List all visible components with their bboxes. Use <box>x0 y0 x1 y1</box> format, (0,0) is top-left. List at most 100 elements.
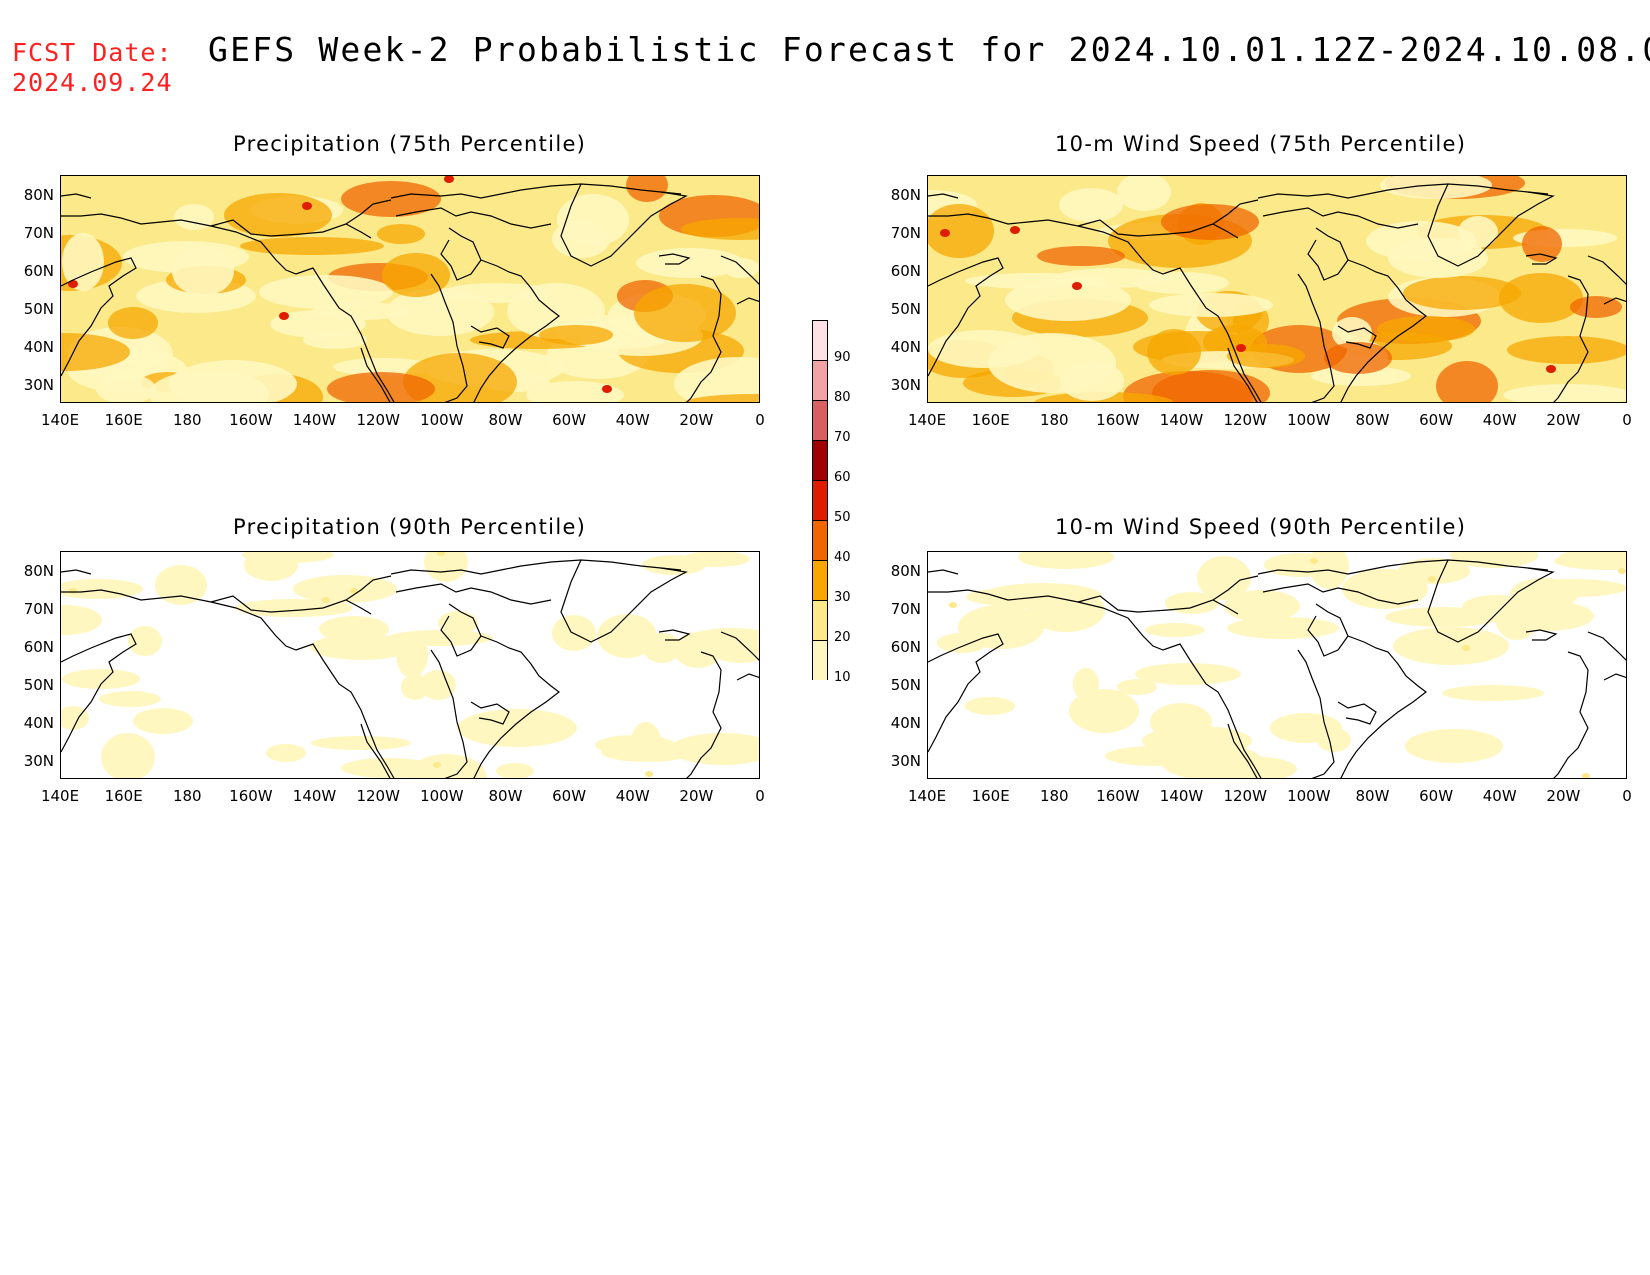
colorbar-label: 10 <box>834 670 851 685</box>
map-precip-75 <box>60 175 760 403</box>
lon-label: 40W <box>615 411 650 429</box>
lat-label: 40N <box>23 714 54 732</box>
colorbar-label: 70 <box>834 430 851 445</box>
lon-label: 160E <box>104 411 143 429</box>
lon-label: 160W <box>1096 411 1140 429</box>
lon-label: 160E <box>971 787 1010 805</box>
colorbar-swatch <box>812 320 828 360</box>
lon-label: 180 <box>172 787 202 805</box>
lat-label: 30N <box>23 376 54 394</box>
lon-label: 80W <box>1355 411 1390 429</box>
lon-label: 20W <box>1546 411 1581 429</box>
colorbar-label: 60 <box>834 470 851 485</box>
lon-label: 160E <box>971 411 1010 429</box>
lon-label: 160W <box>229 787 273 805</box>
lat-label: 70N <box>890 600 921 618</box>
lon-label: 40W <box>1482 411 1517 429</box>
lat-label: 60N <box>23 638 54 656</box>
coastline <box>61 559 759 778</box>
lat-label: 80N <box>890 186 921 204</box>
lon-label: 40W <box>1482 787 1517 805</box>
lon-label: 180 <box>172 411 202 429</box>
lon-label: 60W <box>552 787 587 805</box>
lon-label: 120W <box>1223 411 1267 429</box>
coastline <box>928 559 1626 778</box>
colorbar-swatch <box>812 640 828 680</box>
lat-label: 40N <box>890 338 921 356</box>
fcst-date: 2024.09.24 <box>12 68 173 97</box>
lon-label: 60W <box>552 411 587 429</box>
lon-label: 60W <box>1419 787 1454 805</box>
colorbar-label: 40 <box>834 550 851 565</box>
lon-label: 0 <box>755 787 765 805</box>
colorbar-label: 80 <box>834 390 851 405</box>
coastline <box>928 183 1626 402</box>
lat-label: 80N <box>890 562 921 580</box>
panel-title-precip-75: Precipitation (75th Percentile) <box>233 132 587 156</box>
lon-label: 160E <box>104 787 143 805</box>
lon-label: 80W <box>488 787 523 805</box>
lon-label: 20W <box>679 411 714 429</box>
colorbar-label: 30 <box>834 590 851 605</box>
lon-label: 140E <box>907 787 947 805</box>
lat-label: 40N <box>890 714 921 732</box>
lon-label: 120W <box>356 411 400 429</box>
lat-label: 50N <box>23 676 54 694</box>
map-wind-75 <box>927 175 1627 403</box>
colorbar-swatch <box>812 480 828 520</box>
lon-label: 80W <box>488 411 523 429</box>
forecast-date-label: FCST Date: 2024.09.24 <box>12 38 173 98</box>
lon-label: 60W <box>1419 411 1454 429</box>
colorbar-label: 20 <box>834 630 851 645</box>
lat-label: 40N <box>23 338 54 356</box>
map-wind-90 <box>927 551 1627 779</box>
lon-label: 120W <box>1223 787 1267 805</box>
lon-label: 0 <box>1622 411 1632 429</box>
colorbar-swatch <box>812 360 828 400</box>
colorbar-legend: 10 20 30 40 50 60 70 80 90 <box>812 270 872 690</box>
lon-label: 160W <box>1096 787 1140 805</box>
lat-label: 80N <box>23 562 54 580</box>
lat-label: 60N <box>23 262 54 280</box>
colorbar-swatch <box>812 400 828 440</box>
map-plot <box>61 552 759 778</box>
lat-label: 50N <box>23 300 54 318</box>
lon-label: 140E <box>907 411 947 429</box>
colorbar-swatch <box>812 520 828 560</box>
lat-label: 30N <box>23 752 54 770</box>
lon-label: 140E <box>40 411 80 429</box>
map-precip-90 <box>60 551 760 779</box>
lon-label: 100W <box>420 787 464 805</box>
lat-label: 70N <box>23 224 54 242</box>
panel-title-precip-90: Precipitation (90th Percentile) <box>233 515 587 539</box>
lon-label: 140W <box>292 411 337 429</box>
lat-label: 60N <box>890 262 921 280</box>
panel-title-wind-90: 10-m Wind Speed (90th Percentile) <box>1055 515 1467 539</box>
colorbar-swatch <box>812 560 828 600</box>
lon-label: 20W <box>1546 787 1581 805</box>
map-plot <box>928 176 1626 402</box>
lon-label: 140W <box>1159 787 1204 805</box>
colorbar-swatch <box>812 440 828 480</box>
coastline <box>61 183 759 402</box>
lat-label: 30N <box>890 752 921 770</box>
lat-label: 30N <box>890 376 921 394</box>
lat-label: 60N <box>890 638 921 656</box>
panel-title-wind-75: 10-m Wind Speed (75th Percentile) <box>1055 132 1467 156</box>
lon-label: 0 <box>1622 787 1632 805</box>
lon-label: 120W <box>356 787 400 805</box>
lon-label: 0 <box>755 411 765 429</box>
map-plot <box>61 176 759 402</box>
lon-label: 180 <box>1039 411 1069 429</box>
colorbar-swatch <box>812 600 828 640</box>
lon-label: 100W <box>1287 411 1331 429</box>
lat-label: 70N <box>890 224 921 242</box>
lon-label: 180 <box>1039 787 1069 805</box>
lon-label: 100W <box>1287 787 1331 805</box>
probability-shading <box>61 176 759 402</box>
lon-label: 140W <box>292 787 337 805</box>
page-title: GEFS Week-2 Probabilistic Forecast for 2… <box>208 30 1650 69</box>
lat-label: 50N <box>890 676 921 694</box>
fcst-label: FCST Date: <box>12 38 173 67</box>
colorbar-label: 90 <box>834 350 851 365</box>
